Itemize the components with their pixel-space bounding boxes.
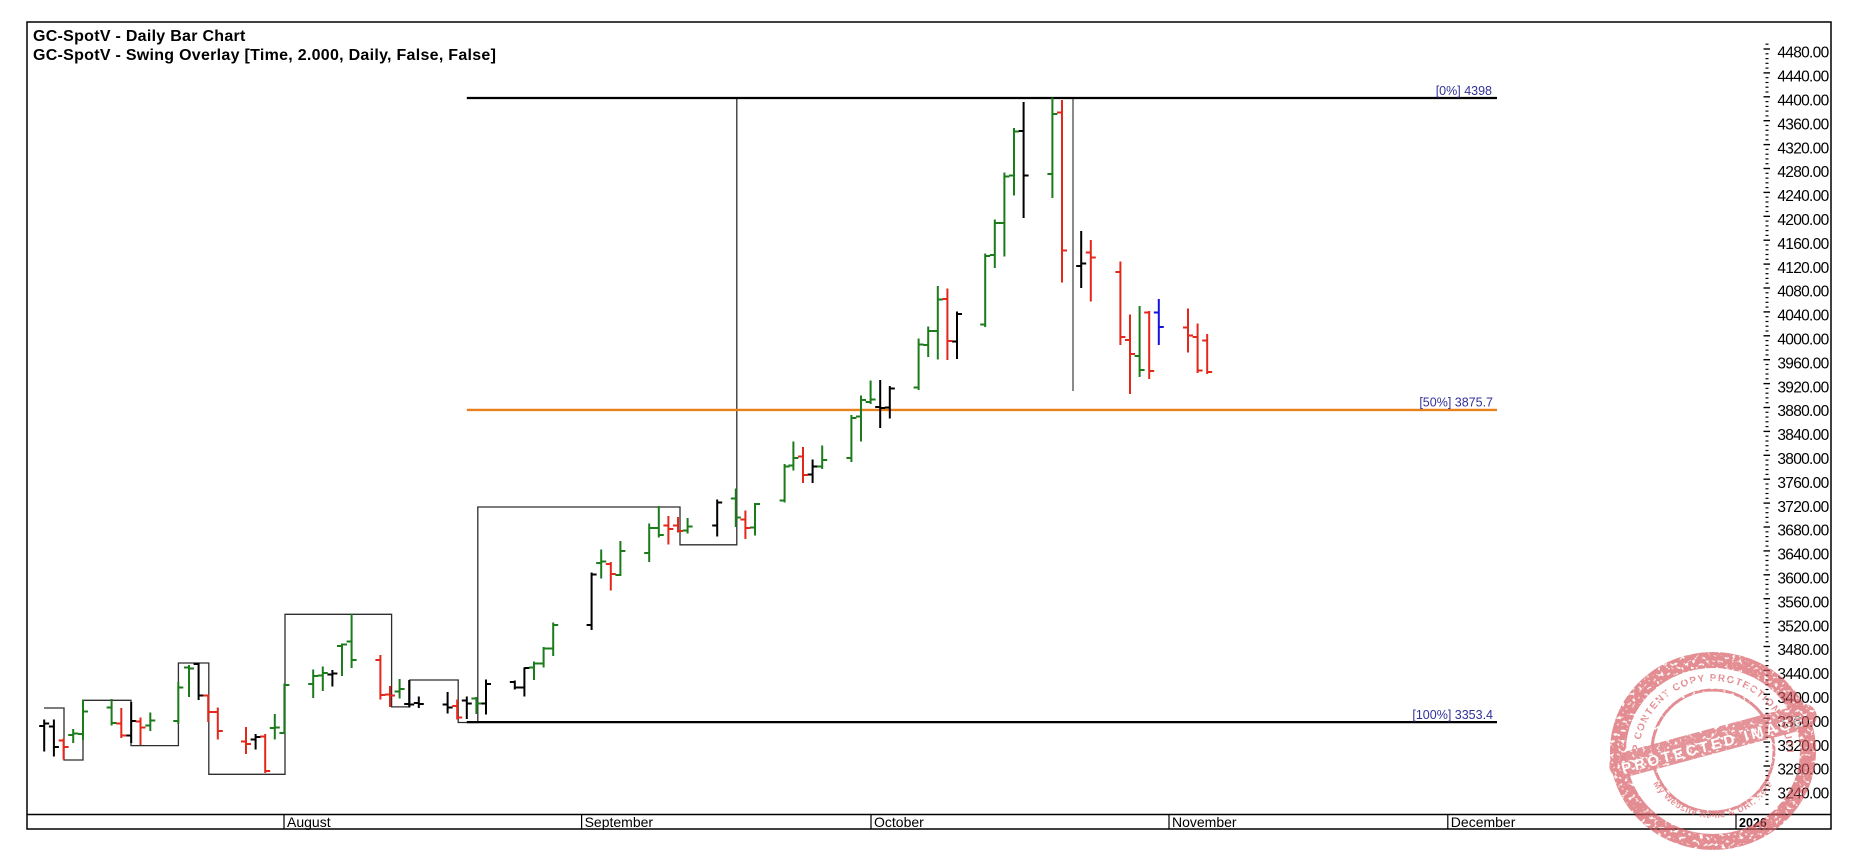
svg-text:[100%] 3353.4: [100%] 3353.4 — [1412, 708, 1493, 722]
svg-text:4000.00: 4000.00 — [1777, 332, 1829, 349]
svg-text:4360.00: 4360.00 — [1777, 116, 1829, 133]
svg-text:4440.00: 4440.00 — [1777, 69, 1829, 86]
svg-text:4240.00: 4240.00 — [1777, 188, 1829, 205]
svg-text:GC-SpotV - Daily Bar Chart: GC-SpotV - Daily Bar Chart — [33, 28, 246, 45]
svg-text:4400.00: 4400.00 — [1777, 93, 1829, 110]
svg-text:4040.00: 4040.00 — [1777, 308, 1829, 325]
svg-text:4080.00: 4080.00 — [1777, 284, 1829, 301]
svg-text:November: November — [1172, 814, 1237, 830]
svg-text:3440.00: 3440.00 — [1777, 666, 1829, 683]
svg-text:[0%] 4398: [0%] 4398 — [1436, 84, 1492, 98]
svg-text:3800.00: 3800.00 — [1777, 451, 1829, 468]
svg-text:3720.00: 3720.00 — [1777, 499, 1829, 516]
svg-text:October: October — [874, 814, 924, 830]
svg-text:4200.00: 4200.00 — [1777, 212, 1829, 229]
svg-text:3840.00: 3840.00 — [1777, 427, 1829, 444]
svg-text:4280.00: 4280.00 — [1777, 164, 1829, 181]
svg-text:4160.00: 4160.00 — [1777, 236, 1829, 253]
svg-text:4120.00: 4120.00 — [1777, 260, 1829, 277]
svg-text:3760.00: 3760.00 — [1777, 475, 1829, 492]
svg-text:GC-SpotV - Swing Overlay [Time: GC-SpotV - Swing Overlay [Time, 2.000, D… — [33, 47, 496, 64]
svg-text:4320.00: 4320.00 — [1777, 140, 1829, 157]
svg-text:3880.00: 3880.00 — [1777, 403, 1829, 420]
svg-text:December: December — [1451, 814, 1516, 830]
svg-text:3600.00: 3600.00 — [1777, 571, 1829, 588]
svg-text:3640.00: 3640.00 — [1777, 547, 1829, 564]
svg-text:September: September — [585, 814, 654, 830]
svg-text:3960.00: 3960.00 — [1777, 355, 1829, 372]
svg-text:August: August — [287, 814, 331, 830]
svg-text:3680.00: 3680.00 — [1777, 523, 1829, 540]
svg-text:4480.00: 4480.00 — [1777, 45, 1829, 62]
svg-text:3920.00: 3920.00 — [1777, 379, 1829, 396]
svg-text:[50%] 3875.7: [50%] 3875.7 — [1419, 396, 1493, 410]
svg-text:3480.00: 3480.00 — [1777, 642, 1829, 659]
svg-text:3520.00: 3520.00 — [1777, 618, 1829, 635]
svg-text:3560.00: 3560.00 — [1777, 594, 1829, 611]
